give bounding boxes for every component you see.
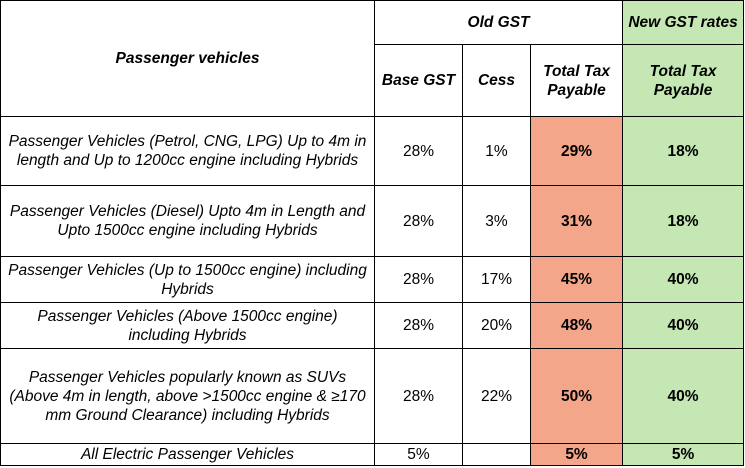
new-total-value: 18% [622,116,745,186]
old-total-value: 31% [529,185,624,257]
old-total-value: 45% [529,256,624,303]
cess-value: 3% [462,185,531,257]
base-gst-value: 5% [374,443,463,466]
base-gst-value: 28% [374,256,463,303]
cess-value: 1% [462,116,531,186]
old-total-value: 48% [529,302,624,349]
old-gst-header: Old GST [373,0,624,45]
cess-header: Cess [462,44,531,117]
old-total-value: 5% [529,443,624,466]
old-total-value: 50% [529,348,624,444]
new-total-tax-header: Total Tax Payable [622,44,745,117]
new-total-value: 5% [622,443,745,466]
new-gst-header: New GST rates [622,0,745,45]
table-row: Passenger Vehicles (Up to 1500cc engine)… [0,256,745,303]
base-gst-value: 28% [374,302,463,349]
cess-value: 20% [462,302,531,349]
old-total-tax-header: Total Tax Payable [529,44,624,117]
new-total-value: 18% [622,185,745,257]
base-gst-value: 28% [374,185,463,257]
base-gst-value: 28% [374,116,463,186]
base-gst-value: 28% [374,348,463,444]
new-total-value: 40% [622,256,745,303]
header-row-top: Passenger vehicles Old GST New GST rates [0,0,745,117]
cess-value [462,443,531,466]
vehicle-category: Passenger Vehicles (Diesel) Upto 4m in L… [0,185,375,257]
table-row: Passenger Vehicles (Above 1500cc engine)… [0,302,745,349]
table-row: Passenger Vehicles (Petrol, CNG, LPG) Up… [0,116,745,186]
table-row: All Electric Passenger Vehicles 5% 5% 5% [0,443,745,466]
vehicle-category: Passenger Vehicles (Petrol, CNG, LPG) Up… [0,116,375,186]
new-total-value: 40% [622,348,745,444]
old-total-value: 29% [529,116,624,186]
header-row-sub: Base GST Cess Total Tax Payable Total Ta… [1,44,745,117]
cess-value: 22% [462,348,531,444]
vehicle-column-header: Passenger vehicles [0,0,375,117]
new-total-value: 40% [622,302,745,349]
vehicle-category: Passenger Vehicles popularly known as SU… [0,348,375,444]
vehicle-category: Passenger Vehicles (Above 1500cc engine)… [0,302,375,349]
base-gst-header: Base GST [374,44,463,117]
cess-value: 17% [462,256,531,303]
table-row: Passenger Vehicles popularly known as SU… [0,348,745,444]
vehicle-category: All Electric Passenger Vehicles [0,443,375,466]
vehicle-category: Passenger Vehicles (Up to 1500cc engine)… [0,256,375,303]
table-row: Passenger Vehicles (Diesel) Upto 4m in L… [0,185,745,257]
